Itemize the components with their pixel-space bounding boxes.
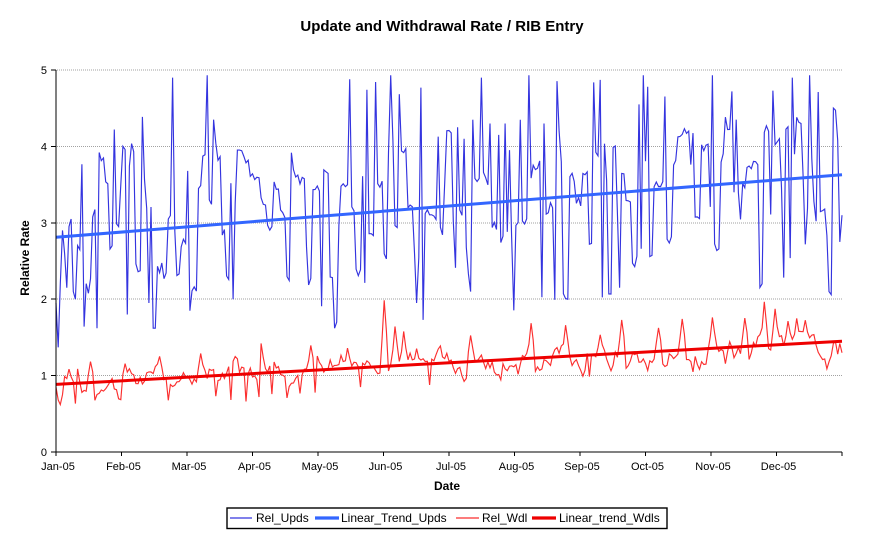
svg-text:May-05: May-05 [302, 461, 339, 473]
svg-text:Linear_trend_Wdls: Linear_trend_Wdls [559, 511, 660, 525]
svg-text:Jul-05: Jul-05 [436, 461, 466, 473]
svg-text:2: 2 [41, 294, 47, 306]
svg-text:Date: Date [434, 479, 460, 493]
svg-text:Update and Withdrawal Rate / R: Update and Withdrawal Rate / RIB Entry [300, 18, 584, 35]
svg-text:Rel_Upds: Rel_Upds [256, 511, 309, 525]
svg-text:Feb-05: Feb-05 [106, 461, 141, 473]
svg-text:5: 5 [41, 65, 47, 77]
svg-text:Dec-05: Dec-05 [761, 461, 796, 473]
svg-text:Apr-05: Apr-05 [238, 461, 271, 473]
svg-text:Aug-05: Aug-05 [499, 461, 534, 473]
svg-text:Linear_Trend_Upds: Linear_Trend_Upds [341, 511, 447, 525]
svg-text:Mar-05: Mar-05 [172, 461, 207, 473]
svg-text:1: 1 [41, 371, 47, 383]
svg-text:Nov-05: Nov-05 [695, 461, 730, 473]
svg-text:Jan-05: Jan-05 [41, 461, 75, 473]
svg-text:3: 3 [41, 218, 47, 230]
svg-text:4: 4 [41, 141, 47, 153]
svg-text:0: 0 [41, 447, 47, 459]
svg-text:Jun-05: Jun-05 [369, 461, 403, 473]
svg-text:Relative Rate: Relative Rate [18, 220, 32, 296]
svg-text:Rel_Wdl: Rel_Wdl [482, 511, 527, 525]
svg-text:Oct-05: Oct-05 [631, 461, 664, 473]
svg-text:Sep-05: Sep-05 [564, 461, 599, 473]
